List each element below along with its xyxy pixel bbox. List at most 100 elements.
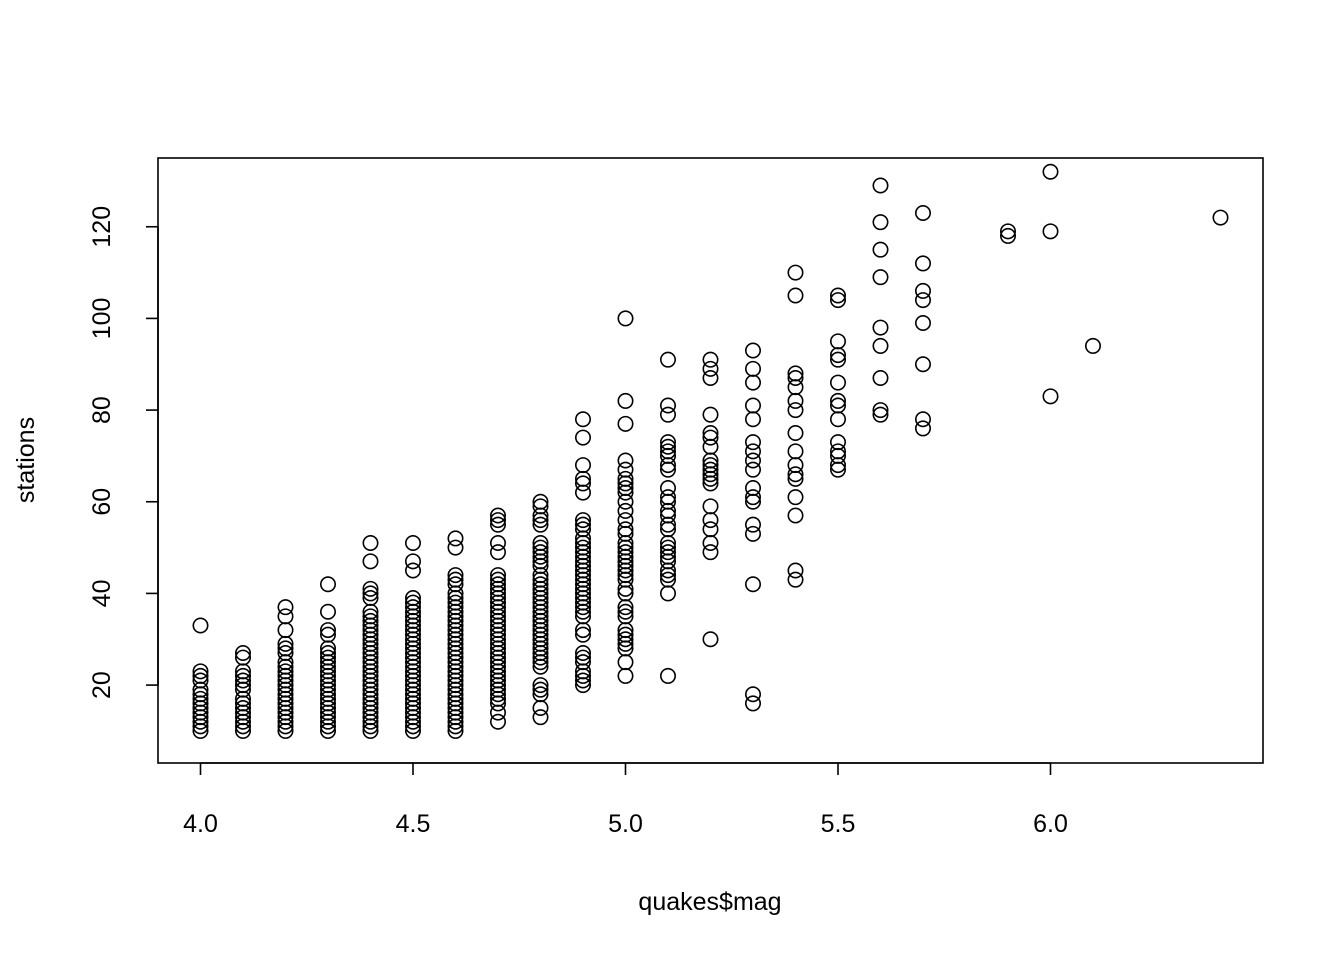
data-point: [829, 411, 846, 428]
data-point: [702, 512, 719, 529]
data-point: [532, 654, 549, 671]
data-point: [914, 356, 931, 373]
data-point: [659, 585, 676, 602]
data-point: [787, 287, 804, 304]
data-points: [192, 163, 1229, 739]
data-point: [362, 553, 379, 570]
data-point: [617, 654, 634, 671]
data-point: [617, 310, 634, 327]
data-point: [914, 314, 931, 331]
data-point: [787, 466, 804, 483]
data-point: [617, 475, 634, 492]
data-point: [744, 360, 761, 377]
data-point: [1212, 209, 1229, 226]
data-point: [617, 631, 634, 648]
data-point: [744, 452, 761, 469]
data-point: [404, 534, 421, 551]
data-point: [277, 622, 294, 639]
data-point: [659, 438, 676, 455]
data-point: [702, 475, 719, 492]
data-point: [702, 369, 719, 386]
data-point: [659, 516, 676, 533]
data-point: [914, 282, 931, 299]
data-point: [787, 470, 804, 487]
data-point: [829, 287, 846, 304]
data-point: [872, 269, 889, 286]
data-point: [574, 512, 591, 529]
x-tick-label: 6.0: [1033, 810, 1068, 838]
data-point: [787, 571, 804, 588]
data-point: [659, 544, 676, 561]
y-axis-label: stations: [12, 417, 40, 503]
data-point: [319, 713, 336, 730]
data-point: [447, 713, 464, 730]
data-point: [872, 369, 889, 386]
data-point: [489, 704, 506, 721]
data-point: [489, 516, 506, 533]
data-point: [744, 686, 761, 703]
data-point: [1042, 163, 1059, 180]
data-point: [787, 424, 804, 441]
data-point: [617, 452, 634, 469]
data-point: [702, 466, 719, 483]
data-point: [404, 718, 421, 735]
data-point: [532, 677, 549, 694]
data-point: [404, 713, 421, 730]
y-tick-label: 100: [88, 298, 116, 340]
data-point: [574, 599, 591, 616]
data-point: [235, 713, 252, 730]
data-point: [319, 718, 336, 735]
data-point: [744, 461, 761, 478]
data-point: [914, 411, 931, 428]
data-point: [914, 205, 931, 222]
data-point: [702, 544, 719, 561]
data-point: [744, 489, 761, 506]
data-point: [829, 347, 846, 364]
data-point: [617, 392, 634, 409]
x-tick-label: 5.0: [608, 810, 643, 838]
data-point: [872, 214, 889, 231]
data-point: [702, 631, 719, 648]
data-point: [999, 227, 1016, 244]
data-point: [999, 223, 1016, 240]
y-tick-label: 20: [88, 671, 116, 699]
data-point: [277, 635, 294, 652]
y-axis: 20 40 60 80 100 120: [88, 206, 159, 699]
data-point: [659, 397, 676, 414]
data-point: [532, 699, 549, 716]
data-point: [532, 516, 549, 533]
y-tick-label: 40: [88, 580, 116, 608]
data-point: [617, 667, 634, 684]
data-point: [659, 351, 676, 368]
data-point: [617, 502, 634, 519]
data-point: [362, 713, 379, 730]
data-point: [617, 635, 634, 652]
data-point: [617, 415, 634, 432]
data-point: [744, 576, 761, 593]
data-point: [872, 402, 889, 419]
data-point: [489, 512, 506, 529]
data-point: [574, 475, 591, 492]
data-point: [829, 351, 846, 368]
data-point: [362, 585, 379, 602]
data-point: [617, 599, 634, 616]
data-point: [744, 695, 761, 712]
data-point: [404, 722, 421, 739]
data-point: [872, 337, 889, 354]
data-point: [192, 722, 209, 739]
x-tick-label: 4.5: [396, 810, 431, 838]
data-point: [702, 438, 719, 455]
data-point: [447, 539, 464, 556]
data-point: [872, 241, 889, 258]
y-tick-label: 80: [88, 396, 116, 424]
data-point: [1085, 337, 1102, 354]
data-point: [574, 626, 591, 643]
data-point: [744, 434, 761, 451]
data-point: [277, 713, 294, 730]
y-tick-label: 120: [88, 206, 116, 248]
data-point: [659, 457, 676, 474]
data-point: [447, 567, 464, 584]
y-tick-label: 60: [88, 488, 116, 516]
data-point: [702, 351, 719, 368]
data-point: [192, 617, 209, 634]
